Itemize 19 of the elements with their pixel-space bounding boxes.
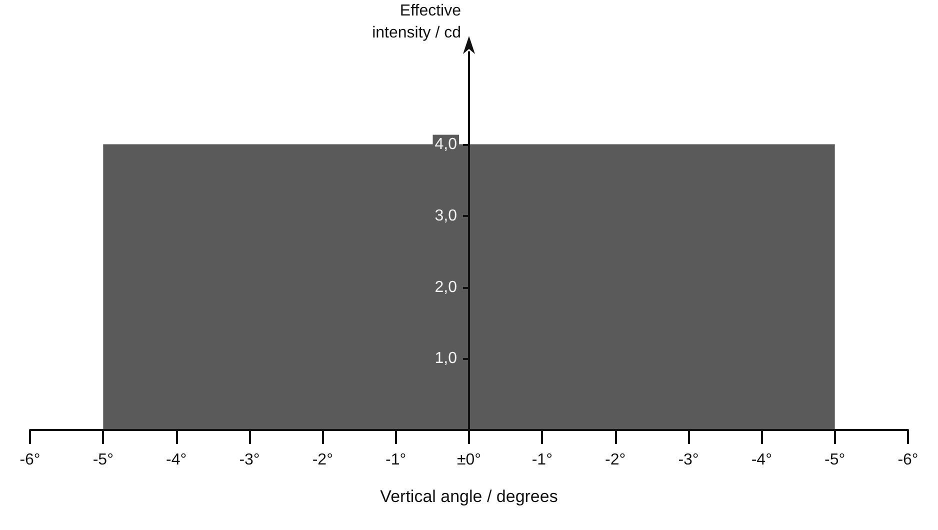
- x-tick-label: -2°: [312, 452, 333, 468]
- x-tick-label: -5°: [92, 452, 114, 468]
- y-tick-label: 4,0: [434, 136, 458, 154]
- x-tick-label: -6°: [898, 452, 918, 468]
- x-tick-label: -5°: [824, 452, 846, 468]
- x-tick-label: -1°: [386, 452, 406, 468]
- y-tick-label: 1,0: [434, 350, 458, 368]
- x-tick-label: -3°: [239, 452, 260, 468]
- x-tick-label: -4°: [166, 452, 187, 468]
- x-axis-title: Vertical angle / degrees: [380, 487, 558, 506]
- y-tick-label: 2,0: [434, 278, 458, 296]
- x-tick-label: -4°: [751, 452, 772, 468]
- x-tick-label: -6°: [20, 452, 40, 468]
- x-tick-label: -1°: [532, 452, 552, 468]
- x-tick-label: ±0°: [456, 452, 482, 468]
- y-tick-label: 3,0: [434, 208, 458, 225]
- x-tick-label: -3°: [678, 452, 699, 468]
- y-axis-title: Effective intensity / cd: [372, 2, 462, 42]
- x-tick-label: -2°: [605, 452, 626, 468]
